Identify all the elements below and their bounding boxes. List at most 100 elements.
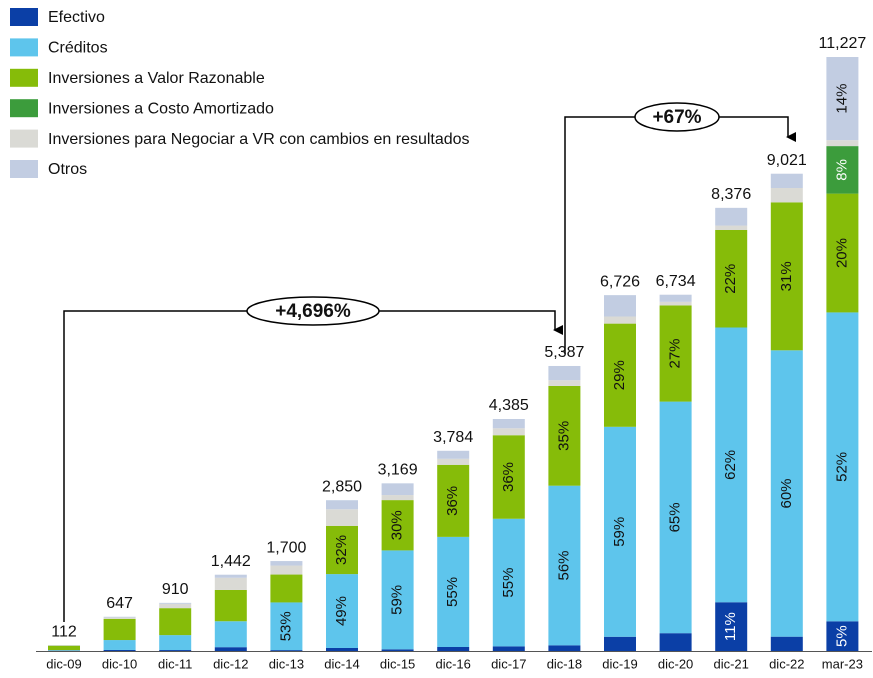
bar-segment	[270, 602, 303, 651]
bar-segment	[826, 621, 859, 651]
x-tick-label: dic-13	[269, 656, 304, 671]
legend-swatch	[10, 8, 38, 26]
bracket-line	[63, 310, 563, 622]
bracket-1: +4,696%	[63, 296, 563, 622]
bar-segment	[214, 574, 247, 578]
bar-segment	[381, 649, 414, 651]
bar-segment	[826, 193, 859, 313]
bar-segment	[492, 646, 525, 651]
x-tick-label: dic-22	[769, 656, 804, 671]
x-tick-label: dic-16	[435, 656, 470, 671]
bar-segment	[715, 327, 748, 603]
bar-segment	[548, 645, 581, 651]
legend-swatch	[10, 68, 38, 87]
data-label: 36%	[500, 462, 517, 492]
legend-label: Créditos	[48, 40, 108, 57]
data-label: 14%	[833, 84, 850, 114]
data-label: 59%	[611, 517, 628, 547]
bar-segment	[437, 536, 470, 647]
bar-segment	[604, 295, 636, 317]
data-label: 62%	[722, 450, 739, 480]
bar-segment	[770, 188, 803, 203]
bar-segment	[326, 647, 358, 651]
total-label: 1,700	[266, 539, 306, 556]
x-tick-label: dic-21	[713, 656, 748, 671]
bar-segment	[381, 495, 414, 501]
bar-segment	[214, 589, 247, 622]
bar-segment	[159, 602, 192, 604]
bar-segment	[437, 450, 470, 459]
bar-segment	[326, 500, 358, 510]
bar-segment	[437, 646, 470, 651]
bar-segment	[214, 577, 247, 590]
bar-segment	[604, 323, 636, 427]
bar-segment	[659, 301, 692, 306]
data-label: 20%	[833, 238, 850, 268]
total-label: 1,442	[211, 553, 251, 570]
bar-segment	[381, 500, 414, 551]
bar-segment	[326, 574, 358, 648]
bar-segment	[270, 561, 303, 566]
data-label: 65%	[667, 502, 684, 532]
data-label: 30%	[389, 510, 406, 540]
x-tick-label: dic-20	[658, 656, 693, 671]
bar-segment	[48, 645, 80, 651]
bar-segment	[548, 485, 581, 646]
data-label: 11%	[722, 612, 739, 641]
total-label: 3,169	[378, 462, 418, 479]
total-label: 3,784	[433, 429, 473, 446]
bar-segment	[326, 525, 358, 575]
bar-segment	[103, 649, 136, 651]
data-label: 36%	[444, 486, 461, 516]
bar-segment	[826, 312, 859, 622]
legend-swatch	[10, 160, 38, 178]
bar-segment	[659, 294, 692, 302]
bar-segment	[159, 650, 192, 651]
bar-segment	[270, 565, 303, 575]
bar-segment	[103, 616, 136, 618]
total-label: 11,227	[819, 35, 867, 52]
legend-label: Inversiones a Valor Razonable	[48, 70, 265, 87]
data-label: 32%	[333, 535, 350, 565]
data-label: 49%	[333, 596, 350, 626]
bar-segment	[715, 602, 748, 651]
bar-segment	[326, 509, 358, 526]
bar-segment	[715, 229, 748, 328]
x-tick-label: dic-12	[213, 656, 248, 671]
bar-segment	[826, 146, 859, 194]
bar-segment	[770, 350, 803, 637]
total-label: 5,387	[544, 344, 584, 361]
data-label: 8%	[833, 159, 850, 181]
bar-segment	[604, 426, 636, 637]
data-label: 52%	[833, 452, 850, 482]
data-label: 59%	[389, 585, 406, 615]
total-label: 9,021	[767, 152, 807, 169]
legend-swatch	[10, 38, 38, 57]
data-label: 29%	[611, 360, 628, 390]
bar-segment	[604, 316, 636, 324]
data-label: 31%	[778, 261, 795, 291]
bar-segment	[159, 603, 192, 609]
bar-segment	[437, 458, 470, 465]
x-tick-label: dic-18	[547, 656, 582, 671]
total-label: 4,385	[489, 397, 529, 414]
bar-segment	[103, 640, 136, 650]
x-tick-label: dic-17	[491, 656, 526, 671]
bar-segment	[770, 202, 803, 351]
bar-segment	[548, 365, 581, 381]
x-tick-label: dic-09	[46, 656, 81, 671]
bar-segment	[214, 621, 247, 648]
data-label: 56%	[555, 550, 572, 580]
legend-label: Otros	[48, 161, 87, 178]
bar-segment	[715, 207, 748, 226]
total-label: 2,850	[322, 478, 362, 495]
total-label: 6,734	[656, 273, 696, 290]
data-label: 22%	[722, 264, 739, 294]
data-label: 55%	[444, 577, 461, 607]
bar-segment	[270, 650, 303, 651]
bar-segment	[492, 518, 525, 647]
legend-label: Inversiones para Negociar a VR con cambi…	[48, 131, 470, 148]
legend-swatch	[10, 129, 38, 148]
annotation: +67%	[652, 107, 701, 128]
